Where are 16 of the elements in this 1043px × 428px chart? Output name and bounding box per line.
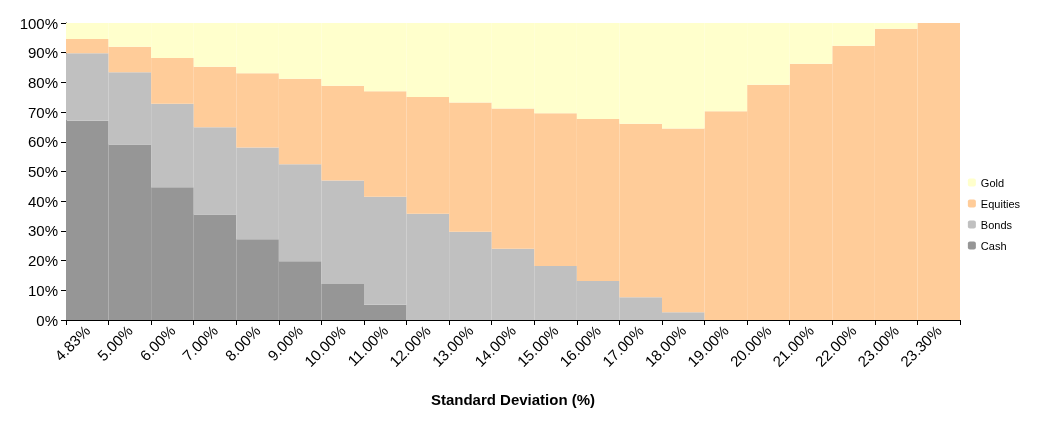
y-tick-label: 10% — [27, 281, 58, 299]
y-tick-label: 40% — [27, 192, 58, 210]
y-tick-label: 80% — [27, 73, 58, 91]
legend-label: Gold — [980, 176, 1005, 189]
y-tick-label: 60% — [27, 133, 58, 151]
y-tick-label: 30% — [27, 222, 58, 240]
y-tick-label: 0% — [36, 311, 58, 329]
y-tick-label: 50% — [27, 163, 58, 180]
y-tick-label: 100% — [19, 14, 58, 32]
legend-label: Cash — [980, 239, 1007, 252]
y-tick-label: 90% — [27, 44, 58, 62]
x-axis-title: Standard Deviation (%) — [430, 391, 596, 408]
y-tick-label: 20% — [27, 252, 58, 270]
y-tick-label: 70% — [27, 103, 58, 121]
legend-label: Bonds — [980, 218, 1013, 231]
legend-label: Equities — [980, 197, 1021, 210]
